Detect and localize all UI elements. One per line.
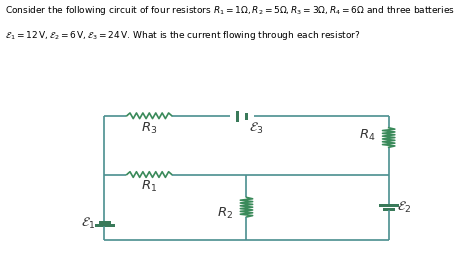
Text: $\mathcal{E}_1 = 12\,\mathrm{V}, \mathcal{E}_2 = 6\,\mathrm{V}, \mathcal{E}_3 = : $\mathcal{E}_1 = 12\,\mathrm{V}, \mathca… xyxy=(5,29,360,42)
Text: $\mathcal{E}_3$: $\mathcal{E}_3$ xyxy=(249,121,263,136)
Text: $\mathcal{E}_2$: $\mathcal{E}_2$ xyxy=(397,200,411,215)
Text: $R_1$: $R_1$ xyxy=(141,179,157,194)
Text: Consider the following circuit of four resistors $R_1 = 1\Omega, R_2 = 5\Omega, : Consider the following circuit of four r… xyxy=(5,4,455,17)
Text: $\mathcal{E}_1$: $\mathcal{E}_1$ xyxy=(82,216,96,231)
Text: $R_4$: $R_4$ xyxy=(359,128,375,143)
Text: $R_3$: $R_3$ xyxy=(141,121,157,136)
Text: $R_2$: $R_2$ xyxy=(217,206,233,221)
